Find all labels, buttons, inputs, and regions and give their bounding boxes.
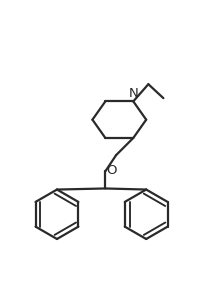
Text: O: O [107,164,117,177]
Text: N: N [129,87,139,100]
